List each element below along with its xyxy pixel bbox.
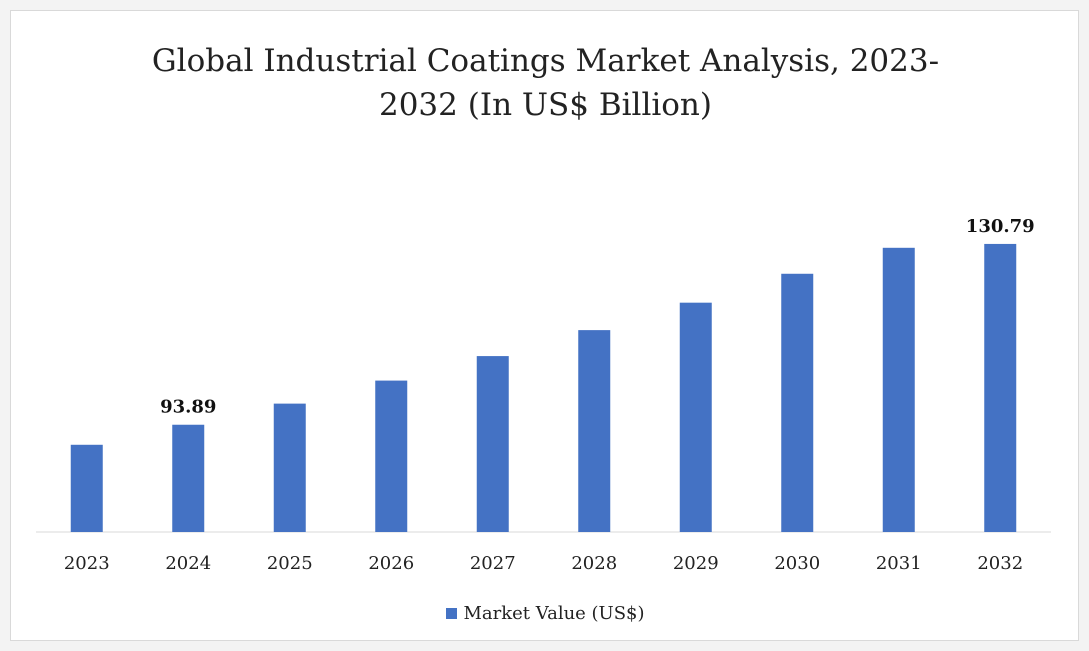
x-tick-label-2031: 2031 <box>876 553 922 574</box>
bar-2024 <box>172 424 205 532</box>
chart-title-line-2: 2032 (In US$ Billion) <box>378 87 712 123</box>
legend: Market Value (US$) <box>11 603 1080 624</box>
bar-2028 <box>578 330 611 532</box>
chart-title-line-1: Global Industrial Coatings Market Analys… <box>151 43 940 79</box>
x-tick-label-2024: 2024 <box>165 553 211 574</box>
bar-2027 <box>476 356 509 532</box>
legend-swatch <box>446 608 458 619</box>
x-tick-label-2023: 2023 <box>64 553 110 574</box>
x-tick-label-2026: 2026 <box>368 553 414 574</box>
chart-frame: Global Industrial Coatings Market Analys… <box>10 10 1079 641</box>
bar-2026 <box>375 380 408 532</box>
x-tick-label-2029: 2029 <box>673 553 719 574</box>
bar-2031 <box>882 247 915 533</box>
x-tick-label-2028: 2028 <box>571 553 617 574</box>
legend-label: Market Value (US$) <box>463 603 645 624</box>
chart-title: Global Industrial Coatings Market Analys… <box>11 39 1080 127</box>
x-tick-label-2030: 2030 <box>774 553 820 574</box>
data-label-2024: 93.89 <box>160 397 216 418</box>
bar-2029 <box>679 302 712 532</box>
bar-2032 <box>984 243 1017 532</box>
bar-2025 <box>273 403 306 532</box>
x-tick-label-2032: 2032 <box>977 553 1023 574</box>
x-tick-label-2025: 2025 <box>267 553 313 574</box>
bar-chart-plot: 2023 2024 2025 2026 2027 2028 2029 2030 2031 2032… <box>36 216 1051 574</box>
bar-2030 <box>781 273 814 532</box>
data-label-2032: 130.79 <box>966 216 1035 237</box>
bar-2023 <box>70 444 103 532</box>
x-tick-label-2027: 2027 <box>470 553 516 574</box>
